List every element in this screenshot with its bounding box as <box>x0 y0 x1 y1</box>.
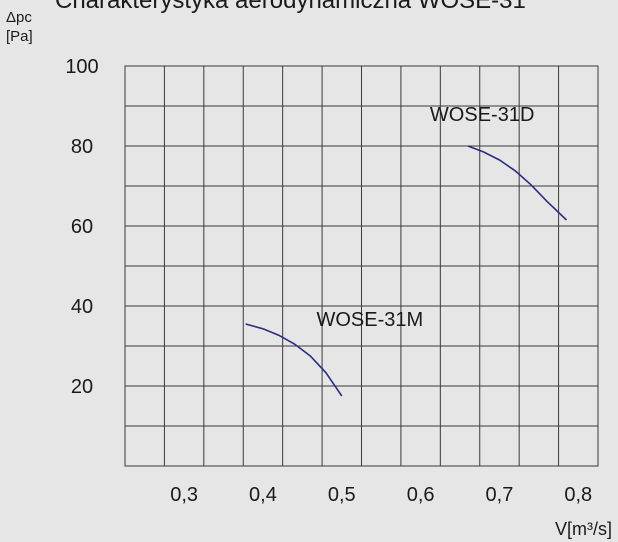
y-tick-label: 100 <box>65 56 98 78</box>
series-label: WOSE-31D <box>430 104 534 126</box>
x-tick-label: 0,5 <box>328 484 356 506</box>
grid <box>125 66 598 466</box>
y-tick-labels: 20 40 60 80 100 <box>65 56 98 398</box>
y-tick-label: 20 <box>71 376 93 398</box>
y-tick-label: 60 <box>71 216 93 238</box>
x-tick-label: 0,4 <box>249 484 277 506</box>
series-label: WOSE-31M <box>316 309 423 331</box>
series-line <box>245 323 343 397</box>
y-tick-label: 80 <box>71 136 93 158</box>
x-tick-label: 0,7 <box>486 484 514 506</box>
x-tick-label: 0,6 <box>407 484 435 506</box>
x-axis-label: V[m³/s] <box>555 519 612 539</box>
y-tick-label: 40 <box>71 296 93 318</box>
series-line <box>467 145 568 221</box>
y-axis-label-unit: [Pa] <box>6 28 33 45</box>
x-tick-labels: 0,3 0,4 0,5 0,6 0,7 0,8 <box>170 484 592 506</box>
series-labels: WOSE-31M WOSE-31D <box>316 104 534 331</box>
y-axis-label-symbol: Δpc <box>6 9 32 26</box>
x-tick-label: 0,8 <box>564 484 592 506</box>
series-lines <box>245 145 568 397</box>
chart-title: Charakterystyka aerodynamiczna WOSE-31 <box>55 0 526 14</box>
x-tick-label: 0,3 <box>170 484 198 506</box>
